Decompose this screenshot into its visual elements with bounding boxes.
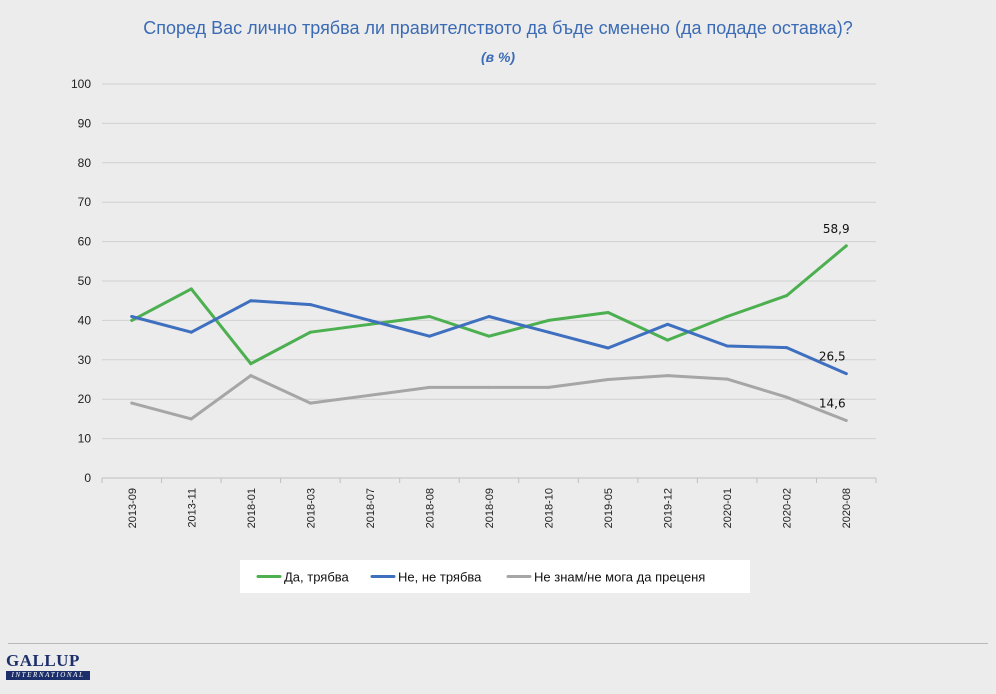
data-point [487,385,491,389]
x-tick-label: 2020-08 [841,488,853,528]
end-value-label: 26,5 [819,350,846,364]
legend-label: Не, не трябва [398,570,482,585]
x-tick-label: 2020-02 [782,488,794,528]
data-point [725,314,729,318]
legend-label: Не знам/не мога да преценя [534,570,705,585]
data-point [189,330,193,334]
data-point [427,334,431,338]
data-point [249,374,253,378]
data-point [130,314,134,318]
data-point [368,318,372,322]
y-tick-label: 80 [78,156,92,170]
legend-box [240,560,750,593]
y-tick-label: 10 [78,432,92,446]
data-point [666,322,670,326]
y-tick-label: 90 [78,116,92,130]
data-point [249,299,253,303]
y-tick-label: 0 [84,471,91,485]
data-point [189,287,193,291]
logo-sub-text: INTERNATIONAL [6,671,90,680]
data-point [368,393,372,397]
data-point [427,385,431,389]
data-point [785,294,789,298]
y-tick-label: 70 [78,195,92,209]
end-value-label: 14,6 [819,396,846,410]
x-tick-label: 2019-05 [603,488,615,528]
legend: Да, трябва Не, не трябва Не знам/не мога д… [240,560,750,593]
data-point [725,377,729,381]
chart-title: Според Вас лично трябва ли правителствот… [143,18,853,38]
data-point [249,362,253,366]
x-tick-label: 2018-03 [305,488,317,528]
data-point [487,314,491,318]
y-tick-label: 40 [78,313,92,327]
x-tick-label: 2020-01 [722,488,734,528]
data-point [368,322,372,326]
data-point [130,401,134,405]
data-point [666,338,670,342]
data-point [844,244,848,248]
data-point [189,417,193,421]
y-tick-label: 60 [78,235,92,249]
footer-divider [8,643,988,644]
data-point [487,334,491,338]
data-point [666,374,670,378]
data-labels: 58,9 26,5 14,6 [819,222,850,411]
data-point [785,346,789,350]
data-point [427,314,431,318]
data-point [606,378,610,381]
data-point [844,418,848,422]
data-point [130,318,134,322]
y-tick-label: 20 [78,392,92,406]
series-lines [130,244,848,422]
logo-main-text: GALLUP [6,651,80,670]
y-tick-label: 100 [71,77,91,91]
data-point [547,318,551,322]
x-axis: 2013-09 2013-11 2018-01 2018-03 2018-07 2018-… [101,478,877,528]
x-tick-label: 2018-09 [484,488,496,528]
data-point [725,344,729,348]
y-tick-label: 30 [78,353,92,367]
gridlines [102,83,876,479]
x-tick-label: 2013-09 [127,488,139,528]
x-tick-label: 2013-11 [186,488,198,528]
data-point [308,401,312,405]
x-tick-label: 2018-08 [424,488,436,528]
legend-label: Да, трябва [284,570,350,585]
data-point [308,330,312,334]
data-point [547,330,551,334]
data-point [606,311,610,315]
data-point [785,395,789,399]
x-tick-label: 2019-12 [663,488,675,528]
x-tick-label: 2018-01 [246,488,258,528]
data-point [606,346,610,350]
data-point [547,385,551,389]
chart-subtitle: (в %) [481,49,515,65]
data-point [844,372,848,376]
x-tick-label: 2018-10 [544,488,556,528]
data-point [308,303,312,307]
x-tick-label: 2018-07 [365,488,377,528]
gallup-logo: GALLUP INTERNATIONAL [6,652,92,686]
y-axis: 0 10 20 30 40 50 60 70 80 90 100 [71,77,91,485]
end-value-label: 58,9 [823,222,850,236]
y-tick-label: 50 [78,274,92,288]
